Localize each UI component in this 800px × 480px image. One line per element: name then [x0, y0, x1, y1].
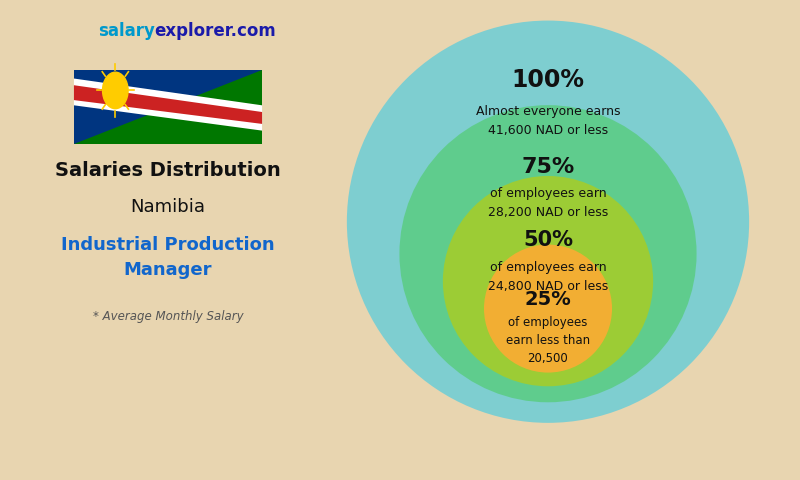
Text: salary: salary [98, 22, 154, 40]
Bar [74, 70, 262, 144]
Text: 100%: 100% [511, 68, 585, 92]
Text: Salaries Distribution: Salaries Distribution [55, 161, 281, 180]
Text: * Average Monthly Salary: * Average Monthly Salary [93, 310, 243, 323]
Circle shape [443, 176, 653, 386]
Polygon shape [74, 85, 262, 124]
Text: of employees earn
28,200 NAD or less: of employees earn 28,200 NAD or less [488, 187, 608, 219]
Text: 25%: 25% [525, 290, 571, 309]
Text: of employees earn
24,800 NAD or less: of employees earn 24,800 NAD or less [488, 261, 608, 293]
Circle shape [102, 72, 128, 108]
Polygon shape [74, 79, 262, 131]
Polygon shape [74, 70, 262, 144]
Text: Namibia: Namibia [130, 198, 206, 216]
Text: Industrial Production
Manager: Industrial Production Manager [61, 236, 275, 279]
Text: 50%: 50% [523, 230, 573, 250]
Circle shape [347, 21, 749, 423]
Circle shape [484, 245, 612, 372]
Text: of employees
earn less than
20,500: of employees earn less than 20,500 [506, 316, 590, 365]
Text: explorer.com: explorer.com [154, 22, 276, 40]
Text: Almost everyone earns
41,600 NAD or less: Almost everyone earns 41,600 NAD or less [476, 105, 620, 137]
Text: 75%: 75% [522, 157, 574, 177]
Circle shape [399, 105, 697, 402]
